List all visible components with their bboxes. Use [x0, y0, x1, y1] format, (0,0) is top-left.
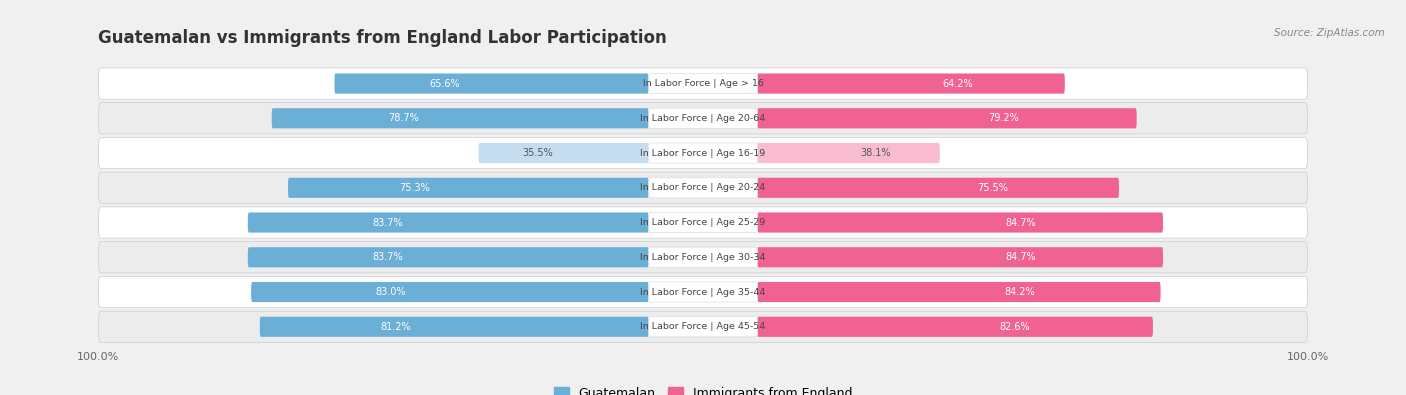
FancyBboxPatch shape — [758, 213, 1163, 233]
FancyBboxPatch shape — [98, 172, 1308, 203]
FancyBboxPatch shape — [271, 108, 648, 128]
FancyBboxPatch shape — [648, 282, 758, 302]
FancyBboxPatch shape — [252, 282, 648, 302]
Text: In Labor Force | Age 30-34: In Labor Force | Age 30-34 — [640, 253, 766, 262]
FancyBboxPatch shape — [758, 108, 1136, 128]
Text: 35.5%: 35.5% — [523, 148, 554, 158]
Legend: Guatemalan, Immigrants from England: Guatemalan, Immigrants from England — [548, 382, 858, 395]
Text: 84.7%: 84.7% — [1005, 218, 1036, 228]
FancyBboxPatch shape — [758, 143, 939, 163]
FancyBboxPatch shape — [648, 213, 758, 233]
Text: 79.2%: 79.2% — [988, 113, 1019, 123]
Text: 83.7%: 83.7% — [373, 218, 404, 228]
FancyBboxPatch shape — [758, 178, 1119, 198]
FancyBboxPatch shape — [758, 317, 1153, 337]
FancyBboxPatch shape — [335, 73, 648, 94]
Text: In Labor Force | Age 16-19: In Labor Force | Age 16-19 — [640, 149, 766, 158]
FancyBboxPatch shape — [478, 143, 648, 163]
Text: 65.6%: 65.6% — [429, 79, 460, 88]
Text: 84.2%: 84.2% — [1004, 287, 1035, 297]
FancyBboxPatch shape — [648, 108, 758, 128]
FancyBboxPatch shape — [98, 311, 1308, 342]
Text: Source: ZipAtlas.com: Source: ZipAtlas.com — [1274, 28, 1385, 38]
FancyBboxPatch shape — [98, 137, 1308, 169]
Text: 75.3%: 75.3% — [399, 183, 430, 193]
Text: In Labor Force | Age 20-64: In Labor Force | Age 20-64 — [640, 114, 766, 123]
Text: In Labor Force | Age 35-44: In Labor Force | Age 35-44 — [640, 288, 766, 297]
Text: 81.2%: 81.2% — [381, 322, 411, 332]
FancyBboxPatch shape — [98, 207, 1308, 238]
Text: 84.7%: 84.7% — [1005, 252, 1036, 262]
FancyBboxPatch shape — [758, 73, 1064, 94]
FancyBboxPatch shape — [288, 178, 648, 198]
Text: In Labor Force | Age 45-54: In Labor Force | Age 45-54 — [640, 322, 766, 331]
FancyBboxPatch shape — [260, 317, 648, 337]
Text: 38.1%: 38.1% — [860, 148, 891, 158]
FancyBboxPatch shape — [247, 213, 648, 233]
Text: 82.6%: 82.6% — [1000, 322, 1029, 332]
Text: 78.7%: 78.7% — [388, 113, 419, 123]
FancyBboxPatch shape — [98, 276, 1308, 308]
Text: In Labor Force | Age 20-24: In Labor Force | Age 20-24 — [640, 183, 766, 192]
FancyBboxPatch shape — [648, 143, 758, 163]
FancyBboxPatch shape — [758, 282, 1160, 302]
FancyBboxPatch shape — [648, 73, 758, 94]
Text: Guatemalan vs Immigrants from England Labor Participation: Guatemalan vs Immigrants from England La… — [98, 29, 668, 47]
Text: In Labor Force | Age > 16: In Labor Force | Age > 16 — [643, 79, 763, 88]
FancyBboxPatch shape — [98, 242, 1308, 273]
FancyBboxPatch shape — [648, 178, 758, 198]
Text: 64.2%: 64.2% — [942, 79, 973, 88]
FancyBboxPatch shape — [648, 317, 758, 337]
FancyBboxPatch shape — [98, 103, 1308, 134]
FancyBboxPatch shape — [648, 247, 758, 267]
FancyBboxPatch shape — [247, 247, 648, 267]
Text: In Labor Force | Age 25-29: In Labor Force | Age 25-29 — [640, 218, 766, 227]
Text: 83.0%: 83.0% — [375, 287, 405, 297]
Text: 83.7%: 83.7% — [373, 252, 404, 262]
FancyBboxPatch shape — [98, 68, 1308, 99]
FancyBboxPatch shape — [758, 247, 1163, 267]
Text: 75.5%: 75.5% — [977, 183, 1008, 193]
